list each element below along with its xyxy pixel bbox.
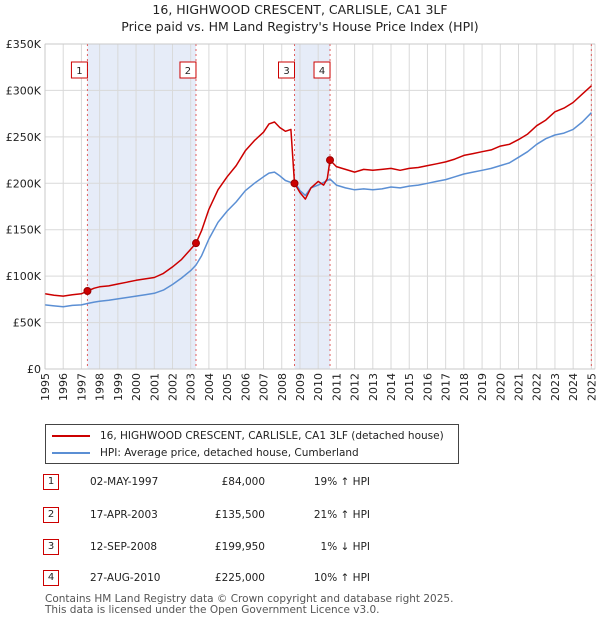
x-tick-label: 2002 <box>166 373 179 401</box>
transaction-hpi: 1% ↓ HPI <box>320 541 370 553</box>
transaction-label-box <box>313 61 331 79</box>
y-tick-label: £200K <box>6 177 42 190</box>
transaction-marker <box>290 179 299 188</box>
x-tick-label: 2024 <box>567 373 580 401</box>
transaction-date: 02-MAY-1997 <box>90 476 159 488</box>
transaction-label: 3 <box>278 61 296 79</box>
x-tick-label: 2012 <box>349 373 362 401</box>
x-tick-label: 1998 <box>94 373 107 401</box>
table-row: 1 02-MAY-1997 £84,000 19% ↑ HPI <box>0 474 600 492</box>
transaction-label-text: 2 <box>185 66 191 77</box>
y-tick-label: £250K <box>6 131 42 144</box>
transaction-price: £135,500 <box>214 509 265 521</box>
transaction-label-box <box>278 61 296 79</box>
chart-subtitle: Price paid vs. HM Land Registry's House … <box>121 19 479 34</box>
transaction-label: 1 <box>70 61 88 79</box>
transaction-marker <box>83 287 92 295</box>
x-tick-label: 2010 <box>312 373 325 401</box>
series-line-hpi <box>44 112 592 308</box>
legend: 16, HIGHWOOD CRESCENT, CARLISLE, CA1 3LF… <box>45 424 459 464</box>
transaction-label-text: 3 <box>283 66 289 77</box>
transaction-hpi: 19% ↑ HPI <box>313 476 370 488</box>
legend-label-hpi: HPI: Average price, detached house, Cumb… <box>100 447 359 459</box>
transaction-date: 17-APR-2003 <box>90 509 158 521</box>
x-tick-label: 2025 <box>585 373 598 401</box>
x-tick-label: 2003 <box>185 373 198 401</box>
chart-title: 16, HIGHWOOD CRESCENT, CARLISLE, CA1 3LF <box>152 2 448 17</box>
transaction-label-box <box>70 61 88 79</box>
transaction-label-text: 4 <box>319 66 325 77</box>
table-row: 3 12-SEP-2008 £199,950 1% ↓ HPI <box>0 539 600 557</box>
transaction-price: £225,000 <box>214 572 265 584</box>
x-tick-label: 2019 <box>476 373 489 401</box>
y-tick-label: £50K <box>13 317 42 330</box>
x-tick-label: 2021 <box>513 373 526 401</box>
x-tick-label: 1997 <box>75 373 88 401</box>
x-tick-label: 2009 <box>294 373 307 401</box>
transaction-date: 12-SEP-2008 <box>90 541 158 553</box>
transaction-hpi: 10% ↑ HPI <box>313 572 370 584</box>
x-tick-label: 2011 <box>330 373 343 401</box>
x-tick-label: 2023 <box>549 373 562 401</box>
legend-label-property: 16, HIGHWOOD CRESCENT, CARLISLE, CA1 3LF… <box>100 430 444 442</box>
x-tick-label: 2007 <box>258 373 271 401</box>
axes: £0 £50K £100K £150K £200K £250K £300K £350K 1995… <box>6 38 599 401</box>
footer-copyright: Contains HM Land Registry data © Crown c… <box>45 593 454 605</box>
x-tick-label: 2004 <box>203 373 216 401</box>
x-tick-label: 2016 <box>421 373 434 401</box>
shaded-periods <box>45 44 595 369</box>
transaction-label-box <box>179 61 197 79</box>
x-tick-label: 2005 <box>221 373 234 401</box>
transaction-lines <box>86 44 592 369</box>
transaction-price: £84,000 <box>221 476 265 488</box>
transaction-marker <box>191 239 200 248</box>
y-tick-label: £150K <box>6 224 42 237</box>
transaction-markers <box>83 156 335 295</box>
x-tick-label: 2015 <box>403 373 416 401</box>
plot-border <box>44 43 596 370</box>
x-tick-label: 2020 <box>494 373 507 401</box>
legend-item-hpi: HPI: Average price, detached house, Cumb… <box>52 445 359 461</box>
legend-swatch-property <box>52 435 90 437</box>
x-tick-label: 2006 <box>239 373 252 401</box>
x-tick-label: 1995 <box>39 373 52 401</box>
transaction-number: 2 <box>43 507 59 523</box>
x-tick-label: 2001 <box>148 373 161 401</box>
transaction-hpi: 21% ↑ HPI <box>313 509 370 521</box>
x-tick-label: 1996 <box>57 373 70 401</box>
y-tick-label: £100K <box>6 270 42 283</box>
shaded-period <box>87 44 196 369</box>
series <box>44 85 592 308</box>
table-row: 4 27-AUG-2010 £225,000 10% ↑ HPI <box>0 570 600 588</box>
transaction-marker <box>326 156 335 165</box>
transaction-number: 3 <box>43 539 59 555</box>
y-tick-label: £350K <box>6 38 42 51</box>
y-tick-label: £300K <box>6 84 42 97</box>
transaction-label: 4 <box>313 61 331 79</box>
x-tick-label: 2014 <box>385 373 398 401</box>
transaction-number: 1 <box>43 474 59 490</box>
series-line-property <box>44 85 592 297</box>
x-tick-label: 2017 <box>440 373 453 401</box>
transaction-date: 27-AUG-2010 <box>90 572 161 584</box>
legend-swatch-hpi <box>52 452 90 454</box>
transaction-labels: 1 2 3 4 <box>70 61 331 79</box>
transaction-label: 2 <box>179 61 197 79</box>
transaction-label-text: 1 <box>76 66 82 77</box>
x-tick-label: 2008 <box>276 373 289 401</box>
x-tick-label: 2018 <box>458 373 471 401</box>
x-tick-label: 2000 <box>130 373 143 401</box>
transaction-number: 4 <box>43 570 59 586</box>
x-tick-label: 2013 <box>367 373 380 401</box>
footer-licence: This data is licensed under the Open Gov… <box>45 604 380 616</box>
x-tick-label: 1999 <box>112 373 125 401</box>
transaction-price: £199,950 <box>214 541 265 553</box>
legend-item-property: 16, HIGHWOOD CRESCENT, CARLISLE, CA1 3LF… <box>52 428 444 444</box>
table-row: 2 17-APR-2003 £135,500 21% ↑ HPI <box>0 507 600 525</box>
y-tick-label: £0 <box>27 363 41 376</box>
x-tick-label: 2022 <box>531 373 544 401</box>
